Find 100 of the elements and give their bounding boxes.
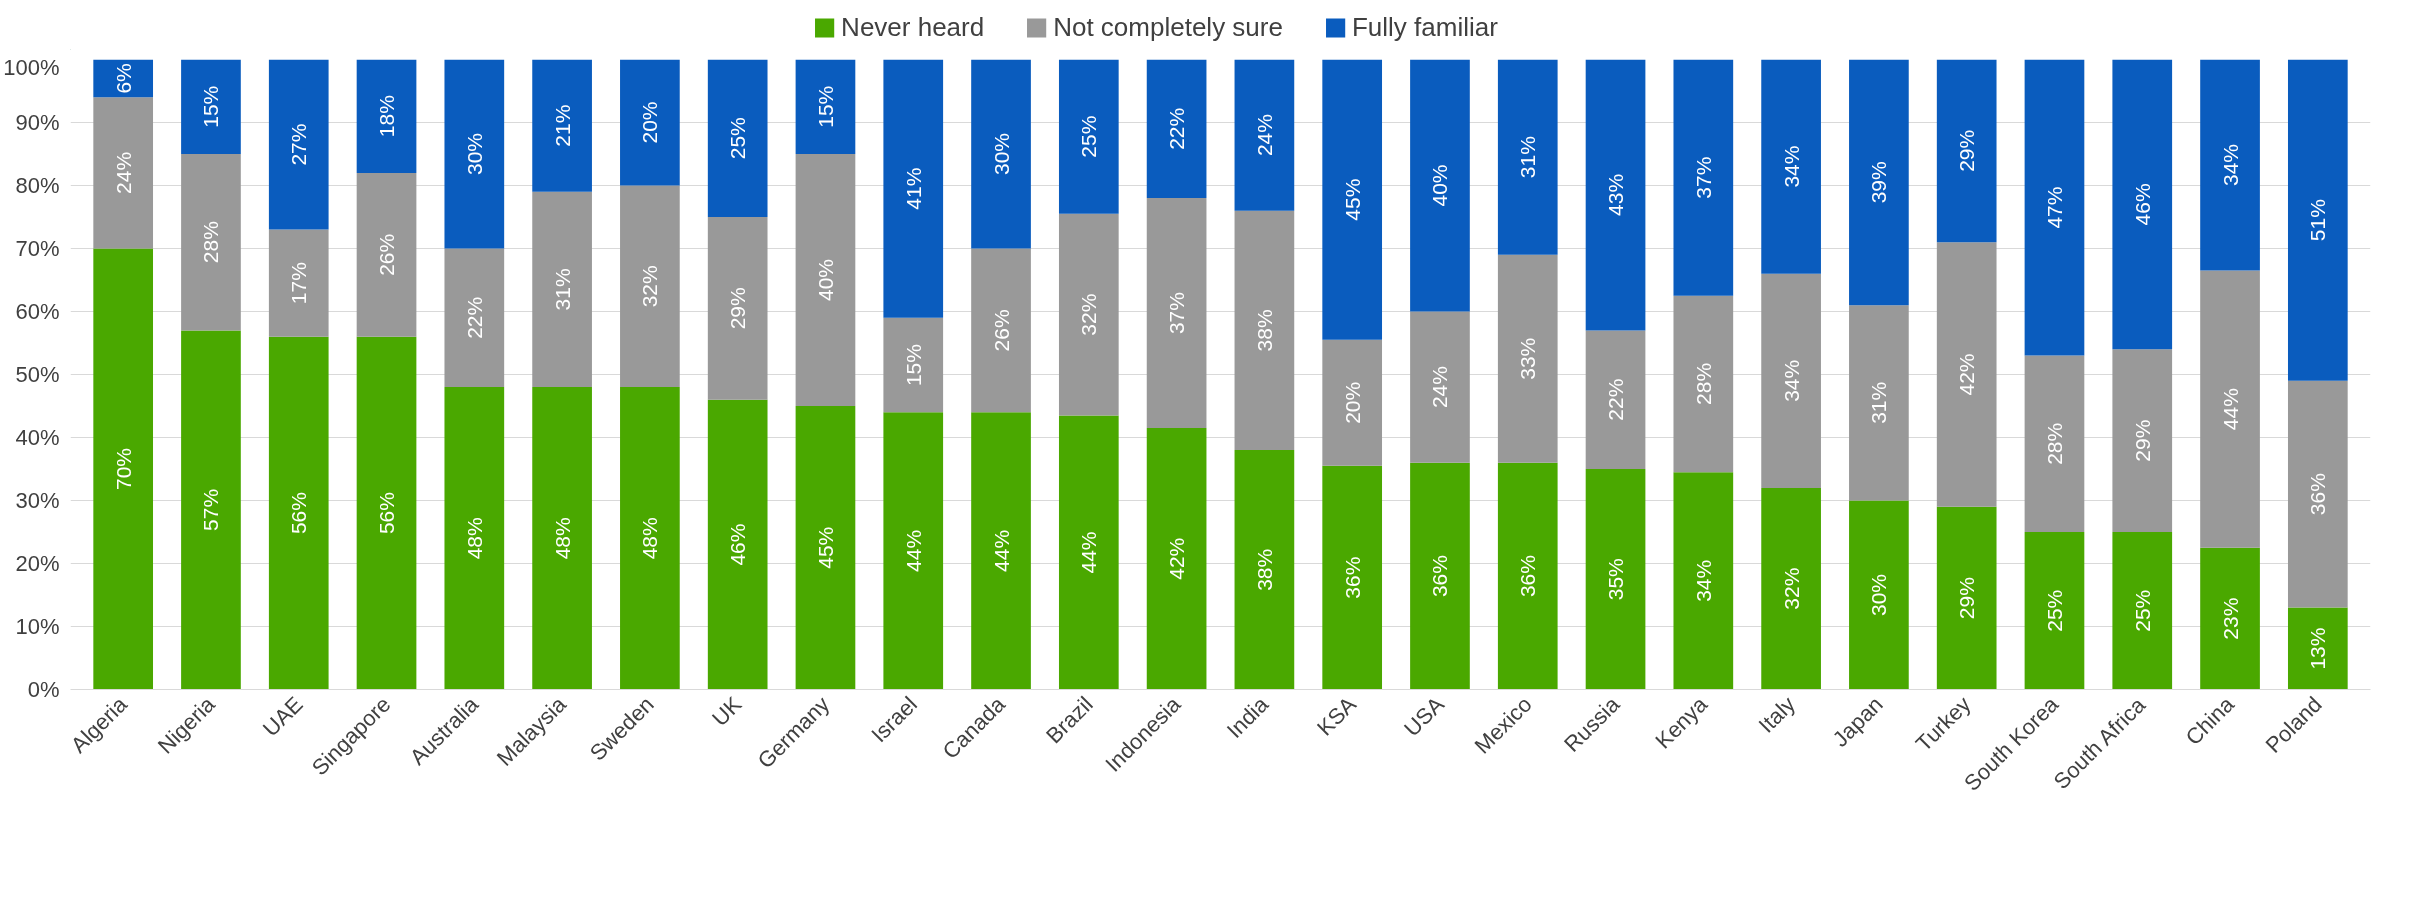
data-label: 44% (901, 529, 925, 572)
bar (1849, 59, 1909, 306)
bar (181, 330, 241, 690)
y-tick-label: 10% (15, 614, 60, 639)
data-label: 28% (1691, 362, 1715, 405)
data-label: 37% (1691, 156, 1715, 199)
bar (707, 59, 768, 217)
bar (1761, 59, 1821, 274)
data-label: 20% (638, 101, 662, 144)
bar (181, 59, 241, 154)
data-label: 70% (111, 447, 135, 491)
legend-label: Fully familiar (1351, 11, 1498, 43)
bar (268, 59, 329, 230)
data-label: 38% (1252, 548, 1276, 591)
data-label: 30% (1867, 573, 1891, 617)
bar (1761, 487, 1821, 690)
bar (707, 217, 768, 400)
bar (181, 154, 241, 331)
data-label: 56% (375, 492, 399, 535)
y-tick-label: 20% (15, 551, 60, 576)
bar (1585, 59, 1646, 331)
data-label: 34% (1691, 559, 1715, 602)
data-label: 29% (726, 287, 750, 330)
data-label: 25% (726, 117, 750, 160)
bar (1497, 462, 1558, 690)
data-label: 25% (1077, 115, 1101, 158)
y-tick-label: 90% (15, 110, 60, 135)
bar (1058, 59, 1119, 214)
data-label: 15% (813, 85, 837, 128)
bar (971, 59, 1031, 249)
x-tick-label: Italy (1753, 691, 1800, 738)
bar (1146, 428, 1207, 690)
data-label: 28% (2042, 422, 2066, 465)
bar (532, 191, 592, 388)
data-label: 27% (287, 123, 311, 166)
bar (1497, 59, 1558, 255)
data-label: 56% (287, 492, 311, 535)
data-label: 24% (111, 151, 135, 194)
data-label: 47% (2042, 186, 2066, 229)
bar (620, 59, 680, 186)
bar (1234, 450, 1295, 690)
bar (620, 387, 680, 690)
data-label: 25% (2130, 589, 2154, 632)
bar (356, 59, 417, 173)
bar (2200, 547, 2260, 690)
data-label: 21% (550, 104, 574, 147)
data-label: 36% (1340, 556, 1364, 599)
data-label: 24% (1428, 366, 1452, 409)
data-label: 46% (726, 523, 750, 566)
bar (1936, 506, 1997, 690)
legend-label: Not completely sure (1053, 11, 1283, 43)
data-label: 36% (2306, 473, 2330, 516)
data-label: 36% (1516, 555, 1540, 598)
bar (1146, 198, 1207, 429)
y-tick-label: 50% (15, 362, 60, 387)
bar (971, 412, 1031, 690)
data-label: 22% (462, 296, 486, 339)
bar (1234, 59, 1295, 211)
bar (883, 412, 944, 690)
bar (93, 248, 154, 690)
bar (1673, 472, 1734, 690)
data-label: 23% (2218, 597, 2242, 640)
data-label: 31% (1867, 381, 1891, 424)
legend-label: Never heard (841, 11, 985, 43)
bar (795, 406, 856, 690)
data-label: 31% (550, 268, 574, 311)
data-label: 32% (638, 265, 662, 308)
data-label: 57% (199, 488, 223, 531)
data-label: 44% (1077, 531, 1101, 574)
data-label: 44% (2218, 388, 2242, 431)
bar (1410, 311, 1470, 463)
data-label: 35% (1604, 558, 1628, 601)
data-label: 29% (1955, 577, 1979, 620)
y-tick-label: 40% (15, 425, 60, 450)
bar (1058, 415, 1119, 690)
bar (356, 172, 417, 337)
bar (444, 387, 505, 690)
bar (971, 248, 1031, 413)
data-label: 38% (1252, 309, 1276, 352)
bar (620, 185, 680, 388)
bar (2024, 59, 2085, 356)
data-label: 42% (1955, 353, 1979, 396)
data-label: 48% (638, 517, 662, 560)
x-tick-label: UK (707, 691, 747, 731)
bar (1410, 59, 1470, 312)
data-label: 45% (813, 526, 837, 569)
bar (2200, 59, 2260, 271)
bar (444, 248, 505, 388)
data-label: 26% (989, 309, 1013, 352)
bar (2024, 532, 2085, 690)
bar (93, 97, 154, 249)
y-tick-label: 70% (15, 236, 60, 261)
bar (2112, 59, 2173, 350)
bar (1058, 213, 1119, 416)
data-label: 15% (901, 344, 925, 387)
bar (795, 154, 856, 406)
bar (1146, 59, 1207, 199)
bar (1585, 469, 1646, 690)
data-label: 18% (375, 95, 399, 138)
data-label: 37% (1165, 292, 1189, 335)
